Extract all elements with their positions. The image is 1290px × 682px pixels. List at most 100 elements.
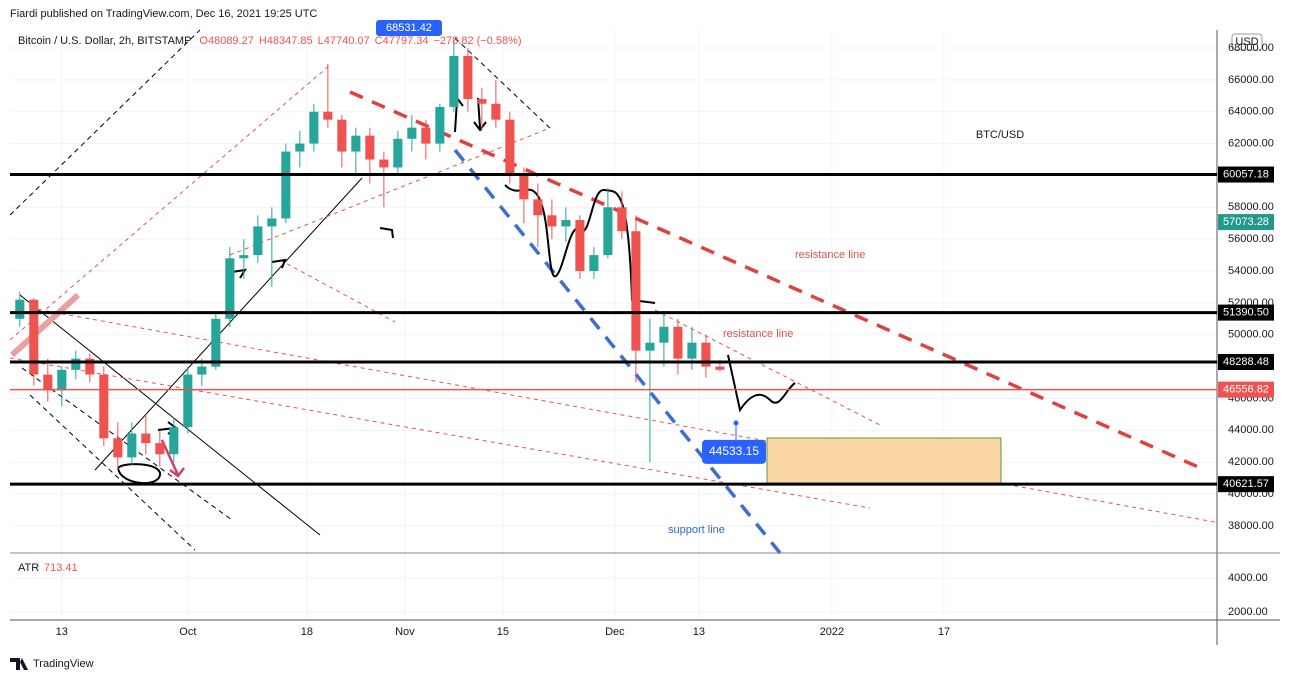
price-level-box	[1218, 214, 1274, 231]
resistance-line	[349, 90, 1206, 472]
y-tick-label: 58000.00	[1228, 201, 1274, 213]
y-tick-label: 66000.00	[1228, 74, 1274, 86]
high-marker-box	[376, 20, 442, 36]
candle-body	[435, 106, 445, 144]
candle-body	[463, 55, 473, 99]
candle-body	[449, 55, 459, 107]
candle-body	[505, 119, 515, 176]
price-marker: 44533.15	[709, 444, 759, 458]
candle-body	[561, 220, 571, 227]
y-tick-label: 2000.00	[1228, 606, 1268, 618]
candle-body	[295, 143, 305, 152]
candle-body	[57, 369, 67, 391]
price-marker-box	[702, 439, 766, 464]
x-tick-label: 15	[497, 626, 509, 638]
candle-body	[239, 255, 249, 259]
trend-line	[9, 64, 331, 341]
candle-body	[99, 374, 109, 439]
ohlc-value: O48089.27	[199, 35, 253, 47]
trend-line	[94, 177, 363, 471]
price-level-box	[1218, 354, 1274, 371]
candle-body	[617, 207, 627, 232]
x-tick-label: 2022	[820, 626, 844, 638]
candle-body	[421, 127, 431, 144]
candle-body	[155, 443, 165, 455]
ohlc-value: −278.82 (−0.58%)	[434, 35, 522, 47]
candle-body	[519, 175, 529, 200]
price-level-label: 57073.28	[1223, 216, 1269, 228]
price-level-box	[1218, 166, 1274, 183]
logo	[10, 658, 28, 670]
candle-body	[127, 433, 137, 458]
candle-body	[701, 342, 711, 367]
trend-line	[9, 357, 871, 509]
candle-body	[309, 111, 319, 144]
ohlc-value: L47740.07	[318, 35, 370, 47]
candle-body	[169, 427, 179, 455]
price-level-box	[1218, 476, 1274, 493]
candle-body	[29, 299, 39, 375]
candle-body	[645, 342, 655, 351]
candle-body	[225, 258, 235, 319]
trend-line	[454, 37, 551, 129]
candle-body	[85, 358, 95, 375]
ohlc-value: H48347.85	[259, 35, 313, 47]
candle-body	[183, 374, 193, 428]
candle-body	[337, 119, 347, 152]
y-tick-label: 56000.00	[1228, 233, 1274, 245]
candle-body	[575, 220, 585, 272]
candle-body	[365, 135, 375, 160]
trend-line	[229, 127, 551, 256]
plot	[15, 40, 725, 471]
circle	[117, 463, 161, 485]
ohlc-value: C47797.34	[375, 35, 429, 47]
high-marker: 68531.42	[386, 22, 432, 34]
candle-body	[715, 366, 725, 370]
y-tick-label: 4000.00	[1228, 572, 1268, 584]
x-tick-label: 18	[301, 626, 313, 638]
forecast-sketch	[727, 354, 796, 413]
candle-body	[197, 366, 207, 375]
candle-body	[15, 299, 25, 319]
trend-line	[19, 294, 321, 536]
x-tick-label: Nov	[395, 626, 415, 638]
x-tick-label: Oct	[179, 626, 196, 638]
annotation: resistance line	[795, 249, 865, 261]
candle-body	[603, 207, 613, 256]
candle-body	[477, 98, 487, 104]
candle-body	[43, 374, 53, 391]
price-level-box	[1218, 381, 1274, 398]
candle-body	[687, 342, 697, 359]
y-tick-label: 62000.00	[1228, 137, 1274, 149]
candle-body	[267, 218, 277, 227]
candle-body	[407, 127, 417, 139]
candle-body	[71, 358, 81, 370]
y-tick-label: 42000.00	[1228, 456, 1274, 468]
symbol: Bitcoin / U.S. Dollar, 2h, BITSTAMP	[18, 35, 191, 47]
price-level-label: 48288.48	[1223, 356, 1269, 368]
trend-line	[654, 309, 881, 426]
y-tick-label: 68000.00	[1228, 42, 1274, 54]
y-tick-label: 38000.00	[1228, 520, 1274, 532]
price-level-label: 51390.50	[1223, 307, 1269, 319]
price-level-label: 60057.18	[1223, 168, 1269, 180]
annotation: support line	[668, 524, 725, 536]
x-tick-label: 13	[56, 626, 68, 638]
trend-line	[279, 259, 396, 323]
candle-body	[659, 326, 669, 343]
trend-line	[29, 307, 1216, 523]
ticks	[231, 227, 394, 279]
price-level-label: 40621.57	[1223, 478, 1269, 490]
candle-body	[281, 151, 291, 219]
candle-body	[533, 199, 543, 216]
atr-label: ATR	[18, 562, 39, 574]
y-tick-label: 64000.00	[1228, 106, 1274, 118]
candle-body	[589, 255, 599, 272]
trend-line	[29, 394, 196, 551]
footer-brand: TradingView	[33, 658, 94, 670]
trend-line	[21, 367, 233, 521]
candle-body	[379, 159, 389, 168]
target-zone	[766, 437, 1002, 484]
